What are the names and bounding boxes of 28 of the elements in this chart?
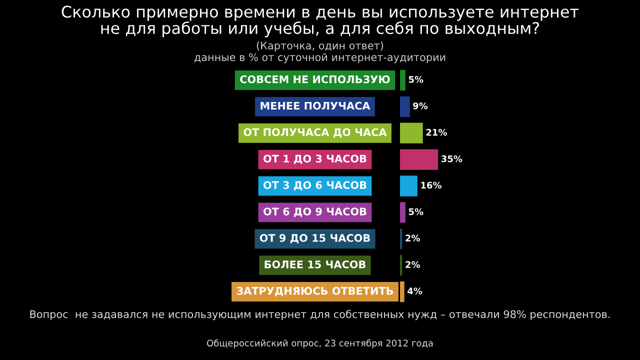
- bar: [400, 122, 423, 144]
- text: Общероссийский опрос, 23 сентября 2012 года: [207, 339, 433, 348]
- y-tick-label: СОВСЕМ НЕ ИСПОЛЬЗУЮ: [240, 75, 390, 84]
- data-label: 16%: [421, 182, 442, 189]
- data-label: 2%: [406, 234, 420, 242]
- y-tick-label: ОТ 1 ДО 3 ЧАСОВ: [264, 154, 366, 164]
- y-tick-label: МЕНЕЕ ПОЛУЧАСА: [260, 102, 370, 110]
- bar: [400, 70, 406, 91]
- text: Вопрос не задавался не использующим интернет для собственных нужд – отвечали 98% респондентов.: [30, 310, 610, 320]
- y-tick-label: ОТ 9 ДО 15 ЧАСОВ: [260, 234, 370, 244]
- bar: [400, 96, 410, 117]
- data-label: 5%: [408, 208, 424, 216]
- y-tick-label: ОТ ПОЛУЧАСА ДО ЧАСА: [244, 128, 387, 138]
- chart-title: Сколько примерно времени в день вы используете интернет не для работы или учебы, а для себя по выходным?: [62, 6, 579, 38]
- y-tick-label: БОЛЕЕ 15 ЧАСОВ: [264, 260, 366, 268]
- y-tick-label: ОТ 6 ДО 9 ЧАСОВ: [264, 208, 366, 217]
- bar: [400, 149, 438, 170]
- data-label: 4%: [408, 288, 422, 294]
- y-tick-label: ОТ 3 ДО 6 ЧАСОВ: [264, 181, 366, 191]
- data-label: 35%: [441, 155, 462, 162]
- data-label: 5%: [408, 76, 424, 83]
- bar: [400, 202, 406, 223]
- y-tick-label: ЗАТРУДНЯЮСЬ ОТВЕТИТЬ: [236, 286, 394, 296]
- data-label: 21%: [426, 128, 447, 136]
- data-label: 2%: [406, 261, 420, 268]
- bar: [400, 176, 418, 196]
- data-label: 9%: [413, 102, 428, 110]
- chart-subtitle: (Карточка, один ответ) данные в % от суточной интернет-аудитории: [194, 41, 446, 64]
